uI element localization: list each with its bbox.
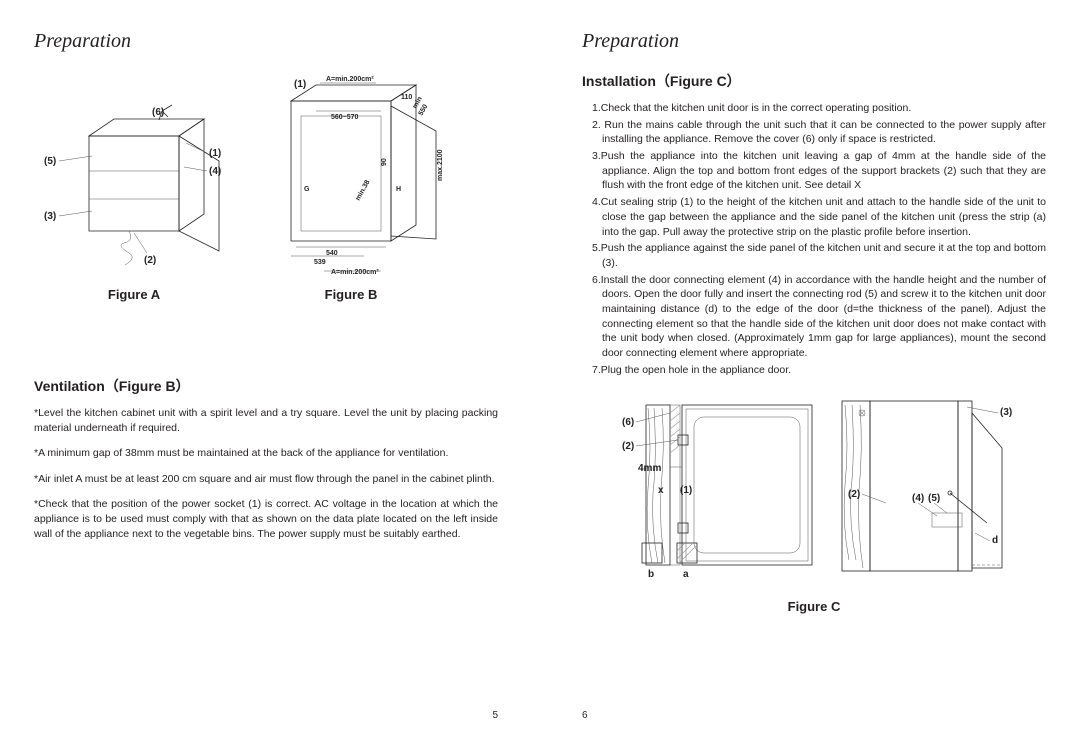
svg-text:H: H bbox=[396, 186, 401, 193]
svg-text:4mm: 4mm bbox=[638, 463, 661, 474]
svg-text:(2): (2) bbox=[622, 441, 634, 452]
fig-a-callout-2: (2) bbox=[144, 255, 156, 266]
page-left: Preparation (5) (3) (6) bbox=[0, 0, 540, 735]
ventilation-para: *A minimum gap of 38mm must be maintaine… bbox=[34, 446, 498, 461]
install-item: 2. Run the mains cable through the unit … bbox=[592, 118, 1046, 147]
svg-text:(2): (2) bbox=[848, 489, 860, 500]
ventilation-heading: Ventilation（Figure B） bbox=[34, 376, 498, 396]
install-item: 5.Push the appliance against the side pa… bbox=[592, 241, 1046, 270]
svg-text:a: a bbox=[683, 569, 689, 580]
svg-text:min.38: min.38 bbox=[355, 179, 372, 202]
figure-c: 4mm (6) (2) x (1) b a bbox=[582, 393, 1046, 614]
svg-text:x: x bbox=[658, 485, 664, 496]
svg-text:560~570: 560~570 bbox=[331, 114, 359, 121]
install-item: 1.Check that the kitchen unit door is in… bbox=[592, 101, 1046, 116]
ventilation-para: *Check that the position of the power so… bbox=[34, 497, 498, 543]
svg-text:539: 539 bbox=[314, 259, 326, 266]
fig-a-callout-6: (6) bbox=[152, 107, 164, 118]
page-number: 6 bbox=[582, 710, 588, 721]
figure-c-label: Figure C bbox=[582, 599, 1046, 614]
svg-text:(1): (1) bbox=[680, 485, 692, 496]
svg-text:(6): (6) bbox=[622, 417, 634, 428]
install-item: 6.Install the door connecting element (4… bbox=[592, 273, 1046, 361]
svg-text:max.2100: max.2100 bbox=[437, 149, 444, 181]
fig-a-callout-3: (3) bbox=[44, 211, 56, 222]
figure-a-label: Figure A bbox=[34, 287, 234, 302]
svg-text:(4): (4) bbox=[912, 493, 924, 504]
fig-a-callout-1: (1) bbox=[209, 148, 221, 159]
svg-text:90: 90 bbox=[381, 158, 388, 166]
install-item: 4.Cut sealing strip (1) to the height of… bbox=[592, 195, 1046, 239]
install-item: 7.Plug the open hole in the appliance do… bbox=[592, 363, 1046, 378]
ventilation-body: *Level the kitchen cabinet unit with a s… bbox=[34, 406, 498, 543]
page-title: Preparation bbox=[34, 30, 498, 53]
svg-text:(1): (1) bbox=[294, 79, 306, 90]
svg-text:d: d bbox=[992, 535, 998, 546]
figure-a: (5) (3) (6) (1) (4) (2) Figure A bbox=[34, 101, 234, 302]
svg-text:A=min.200cm²: A=min.200cm² bbox=[331, 269, 379, 276]
figure-b-label: Figure B bbox=[246, 287, 456, 302]
page-title: Preparation bbox=[582, 30, 1046, 53]
svg-text:A=min.200cm²: A=min.200cm² bbox=[326, 76, 374, 83]
page-right: Preparation Installation（Figure C） 1.Che… bbox=[540, 0, 1080, 735]
ventilation-para: *Level the kitchen cabinet unit with a s… bbox=[34, 406, 498, 436]
ventilation-para: *Air inlet A must be at least 200 cm squ… bbox=[34, 472, 498, 487]
installation-list: 1.Check that the kitchen unit door is in… bbox=[582, 101, 1046, 377]
figure-b: A=min.200cm² (1) 110 560~570 540 550 min bbox=[246, 71, 456, 302]
fig-a-callout-4: (4) bbox=[209, 166, 221, 177]
svg-text:b: b bbox=[648, 569, 654, 580]
svg-text:110: 110 bbox=[401, 94, 412, 101]
svg-text:G: G bbox=[304, 186, 310, 193]
figure-row: (5) (3) (6) (1) (4) (2) Figure A A=min.2… bbox=[34, 71, 498, 302]
page-number: 5 bbox=[492, 710, 498, 721]
fig-a-callout-5: (5) bbox=[44, 156, 56, 167]
svg-text:(3): (3) bbox=[1000, 407, 1012, 418]
svg-text:(5): (5) bbox=[928, 493, 940, 504]
installation-heading: Installation（Figure C） bbox=[582, 71, 1046, 91]
install-item: 3.Push the appliance into the kitchen un… bbox=[592, 149, 1046, 193]
